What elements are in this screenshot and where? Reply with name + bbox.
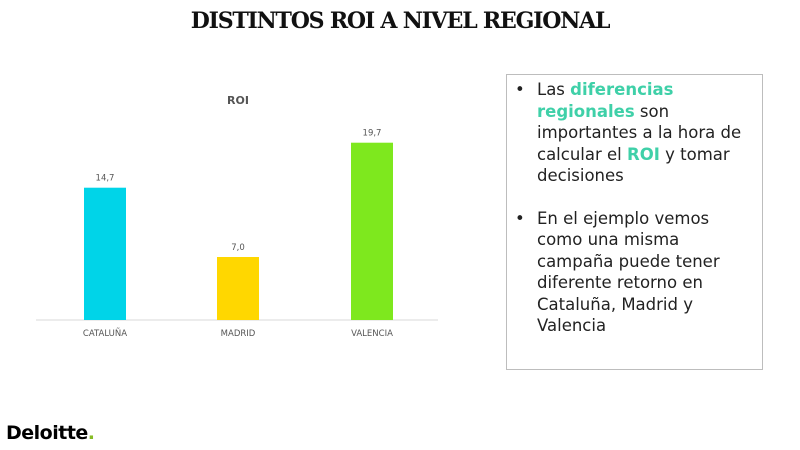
value-label-valencia: 19,7 bbox=[363, 129, 382, 139]
category-label-valencia: VALENCIA bbox=[351, 329, 393, 339]
bullet-item-example: • En el ejemplo vemos como una misma cam… bbox=[507, 208, 752, 337]
bullet2-text: En el ejemplo vemos como una misma campa… bbox=[537, 208, 720, 336]
bullet1-text-part-1: Las bbox=[537, 80, 571, 99]
bullet-dot: • bbox=[515, 208, 525, 228]
highlight-roi: ROI bbox=[627, 144, 660, 164]
bar-valencia bbox=[351, 142, 393, 320]
highlight-diferencias-regionales: diferencias regionales bbox=[537, 80, 674, 121]
category-label-cataluna: CATALUÑA bbox=[83, 328, 127, 339]
bullet1-text-part-2: son importantes a la hora de calcular el bbox=[537, 101, 742, 164]
bullet1-text-part-3: y tomar decisiones bbox=[537, 144, 730, 186]
bar-cataluna bbox=[84, 187, 126, 320]
logo-text: Deloitte bbox=[6, 422, 88, 444]
deloitte-logo: Deloitte. bbox=[6, 422, 95, 444]
category-label-madrid: MADRID bbox=[221, 329, 256, 339]
chart-title: ROI bbox=[227, 94, 249, 107]
bullet-item-regional-differences: • Las diferencias regionales son importa… bbox=[507, 79, 752, 187]
page-title: DISTINTOS ROI A NIVEL REGIONAL bbox=[190, 8, 611, 34]
value-label-madrid: 7,0 bbox=[231, 243, 245, 253]
summary-text-box: • Las diferencias regionales son importa… bbox=[506, 74, 763, 370]
bars-group: 14,7 CATALUÑA 7,0 MADRID 19,7 VALENCIA bbox=[83, 129, 393, 339]
value-label-cataluna: 14,7 bbox=[96, 174, 115, 184]
bar-madrid bbox=[217, 257, 259, 320]
logo-green-dot: . bbox=[87, 422, 95, 444]
bullet-dot: • bbox=[515, 80, 525, 99]
roi-bar-chart: ROI 14,7 CATALUÑA 7,0 MADRID 19,7 VALENCIA bbox=[36, 94, 438, 339]
